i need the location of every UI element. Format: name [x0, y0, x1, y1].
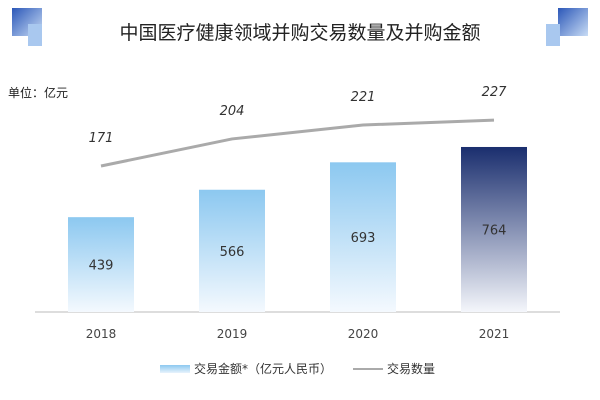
legend-label-bar: 交易金额*（亿元人民币）	[194, 362, 333, 376]
x-tick-2020: 2020	[348, 327, 379, 341]
bar-label-2019: 566	[220, 245, 245, 260]
line-label-2020: 221	[351, 90, 376, 105]
bar-2020	[330, 162, 396, 312]
line-label-2019: 204	[220, 104, 245, 119]
bar-label-2018: 439	[89, 259, 114, 274]
x-tick-2019: 2019	[217, 327, 248, 341]
legend-label-line: 交易数量	[387, 362, 436, 376]
title-decoration-right	[558, 8, 588, 36]
bar-2019	[199, 189, 265, 312]
bar-2018	[68, 217, 134, 312]
legend-swatch-line	[353, 367, 383, 370]
legend-item-line: 交易数量	[353, 360, 435, 377]
bar-label-2021: 764	[482, 223, 507, 238]
line-label-2021: 227	[482, 85, 508, 100]
x-tick-2021: 2021	[479, 327, 510, 341]
line-label-2018: 171	[89, 131, 114, 146]
unit-label: 单位：亿元	[8, 86, 69, 100]
legend-swatch-bar	[160, 364, 190, 373]
legend-item-bar: 交易金额*（亿元人民币）	[160, 360, 332, 377]
title-decoration-left-2	[28, 24, 42, 46]
bar-label-2020: 693	[351, 231, 376, 246]
chart-title: 中国医疗健康领域并购交易数量及并购金额	[119, 22, 481, 44]
bar-2021	[461, 146, 527, 312]
line-series	[100, 118, 495, 168]
x-tick-2018: 2018	[86, 327, 117, 341]
title-decoration-right-2	[546, 24, 560, 46]
